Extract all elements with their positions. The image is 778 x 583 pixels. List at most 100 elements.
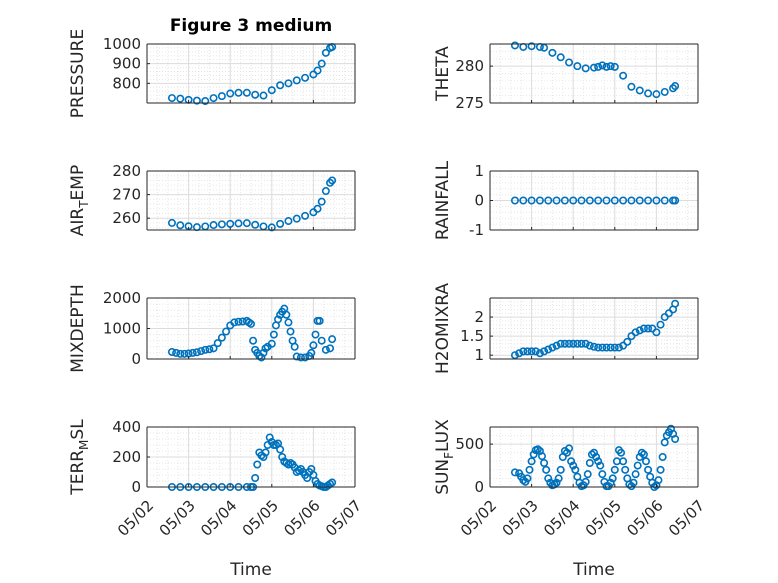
- data-point: [286, 327, 295, 336]
- data-point: [671, 82, 680, 91]
- data-point: [251, 473, 260, 482]
- x-tick-label: 05/06: [623, 497, 666, 540]
- data-point: [606, 478, 615, 487]
- data-point: [540, 458, 549, 467]
- data-point: [309, 70, 318, 79]
- data-point: [276, 445, 285, 454]
- data-point: [540, 347, 549, 356]
- data-point: [669, 84, 678, 93]
- data-point: [577, 196, 586, 205]
- data-point: [523, 474, 532, 483]
- data-point: [242, 88, 251, 97]
- y-axis-label: RAINFALL: [433, 160, 453, 240]
- data-point: [598, 470, 607, 479]
- data-point: [589, 63, 598, 72]
- data-point: [635, 326, 644, 335]
- data-point: [573, 339, 582, 348]
- data-point: [217, 333, 226, 342]
- data-point: [253, 460, 262, 469]
- data-point: [519, 347, 528, 356]
- data-point: [222, 327, 231, 336]
- data-point: [234, 317, 243, 326]
- x-tick-label: 05/02: [457, 497, 500, 540]
- data-point: [197, 347, 206, 356]
- data-point: [167, 218, 176, 227]
- data-point: [627, 82, 636, 91]
- data-point: [627, 196, 636, 205]
- data-point: [585, 196, 594, 205]
- data-point: [267, 223, 276, 232]
- data-point: [535, 196, 544, 205]
- data-point: [309, 341, 318, 350]
- y-tick-label: 500: [455, 435, 484, 453]
- y-tick-label: -1: [469, 221, 484, 239]
- data-point: [535, 349, 544, 358]
- data-point: [608, 474, 617, 483]
- data-point: [267, 339, 276, 348]
- data-point: [307, 348, 316, 357]
- data-point: [671, 299, 680, 308]
- data-point: [515, 349, 524, 358]
- data-point: [249, 336, 258, 345]
- data-point: [641, 457, 650, 466]
- x-tick-label: 05/04: [197, 497, 240, 540]
- data-point: [631, 328, 640, 337]
- data-point: [321, 187, 330, 196]
- y-axis-label: PRESSURE: [68, 29, 88, 118]
- data-point: [531, 347, 540, 356]
- y-tick-label: 0: [131, 350, 141, 368]
- data-point: [552, 196, 561, 205]
- data-point: [296, 353, 305, 362]
- y-tick-label: 2000: [103, 289, 141, 307]
- data-point: [217, 92, 226, 101]
- data-point: [623, 337, 632, 346]
- data-point: [621, 465, 630, 474]
- data-point: [265, 433, 274, 442]
- data-point: [537, 452, 546, 461]
- data-point: [594, 343, 603, 352]
- x-tick-label: 05/03: [156, 497, 199, 540]
- y-tick-label: 1000: [103, 35, 141, 53]
- data-point: [234, 88, 243, 97]
- data-point: [525, 465, 534, 474]
- data-point: [317, 59, 326, 68]
- data-point: [301, 353, 310, 362]
- data-point: [589, 342, 598, 351]
- data-point: [639, 324, 648, 333]
- data-point: [571, 465, 580, 474]
- x-tick-label: 05/05: [582, 497, 625, 540]
- data-point: [519, 196, 528, 205]
- data-point: [619, 196, 628, 205]
- data-point: [610, 343, 619, 352]
- data-point: [644, 196, 653, 205]
- data-point: [644, 465, 653, 474]
- data-point: [560, 196, 569, 205]
- data-point: [581, 64, 590, 73]
- data-point: [519, 42, 528, 51]
- x-tick-label: 05/06: [280, 497, 323, 540]
- data-point: [594, 196, 603, 205]
- data-point: [598, 61, 607, 70]
- data-point: [274, 315, 283, 324]
- y-axis-label: AIRTEMP: [68, 165, 91, 236]
- y-tick-label: 400: [112, 418, 141, 436]
- data-point: [180, 349, 189, 358]
- data-point: [510, 196, 519, 205]
- data-point: [313, 204, 322, 213]
- data-point: [565, 58, 574, 67]
- x-axis-label-right: Time: [572, 560, 615, 580]
- data-point: [209, 221, 218, 230]
- data-point: [317, 197, 326, 206]
- data-point: [560, 339, 569, 348]
- data-point: [592, 452, 601, 461]
- data-point: [278, 452, 287, 461]
- x-tick-label: 05/07: [665, 497, 708, 540]
- data-point: [176, 221, 185, 230]
- data-point: [671, 196, 680, 205]
- data-point: [259, 91, 268, 100]
- data-point: [234, 219, 243, 228]
- data-point: [326, 344, 335, 353]
- data-point: [548, 48, 557, 57]
